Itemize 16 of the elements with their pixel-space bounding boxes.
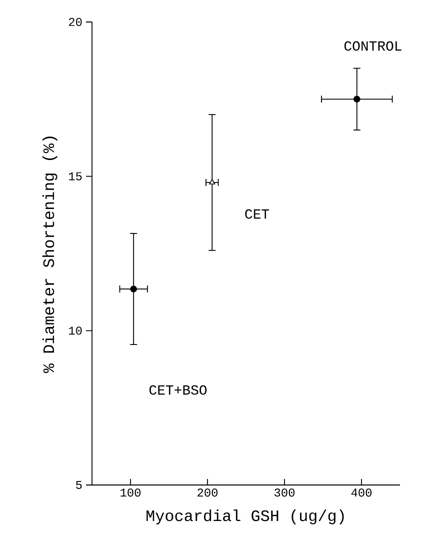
point (130, 286, 137, 292)
point (209, 179, 216, 184)
x-tick-label: 400 (351, 488, 372, 497)
x-tick-label: 200 (198, 488, 218, 497)
x-tick-label: 100 (120, 488, 141, 497)
y-tick-label: 15 (68, 172, 82, 180)
annotation: CET+BSO (149, 385, 207, 395)
x-tick-label: 300 (274, 488, 295, 497)
annotation: CONTROL (344, 41, 402, 51)
annotation: CET (245, 209, 270, 219)
y-tick-label: 20 (68, 18, 82, 26)
point (353, 96, 360, 103)
y-tick-label: 5 (76, 481, 82, 489)
x-axis-title: Myocardial GSH (ug/g) (146, 509, 344, 524)
y-axis-title: % Diameter Shortening (%) (42, 136, 58, 374)
y-tick-label: 10 (68, 326, 82, 335)
